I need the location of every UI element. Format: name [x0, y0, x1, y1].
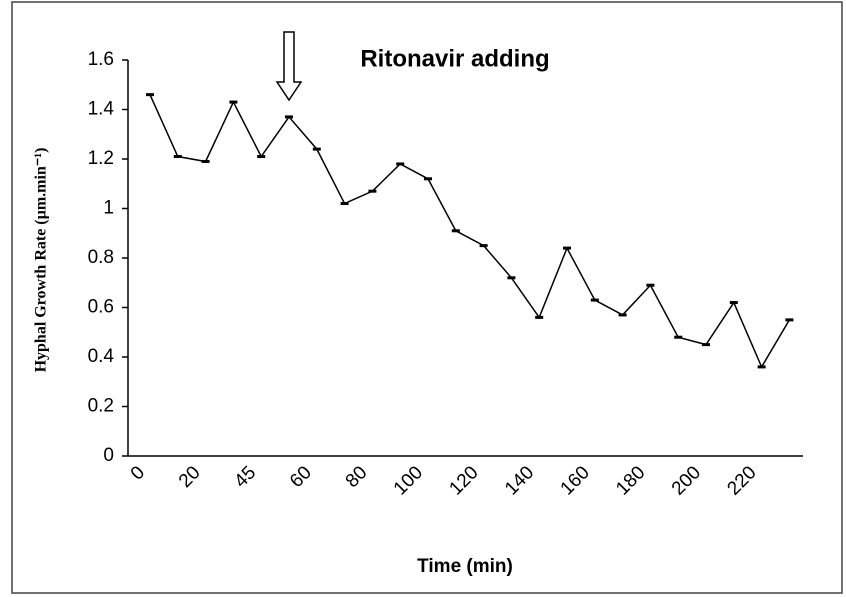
point-marker: [618, 313, 627, 317]
y-tick-label: 1.4: [88, 99, 115, 120]
x-tick-label: 180: [612, 462, 649, 499]
x-tick-label: 140: [501, 462, 538, 499]
point-marker: [479, 244, 488, 248]
x-tick-label: 60: [286, 462, 316, 492]
y-tick-label: 0: [103, 445, 114, 466]
point-marker: [229, 100, 238, 104]
x-tick-label: 45: [230, 462, 260, 492]
point-marker: [646, 283, 655, 287]
x-tick-label: 100: [390, 462, 427, 499]
point-marker: [729, 301, 738, 305]
point-marker: [146, 93, 154, 97]
y-tick-label: 1.6: [88, 49, 114, 70]
point-marker: [674, 335, 683, 339]
y-tick-label: 1: [103, 198, 114, 219]
point-marker: [173, 155, 182, 159]
point-marker: [257, 155, 266, 159]
annotation-arrow: [275, 31, 303, 102]
annotation: Ritonavir adding: [360, 45, 549, 72]
point-marker: [757, 365, 766, 369]
y-tick-label: 1.2: [88, 148, 114, 169]
point-marker: [312, 147, 321, 151]
point-marker: [563, 246, 571, 250]
frame: [11, 1, 843, 594]
point-marker: [285, 115, 293, 119]
point-marker: [535, 315, 544, 319]
point-marker: [590, 298, 599, 302]
point-marker: [785, 318, 794, 322]
point-marker: [451, 229, 460, 233]
y-tick-label: 0.2: [88, 396, 114, 417]
point-marker: [424, 177, 432, 181]
point-marker: [368, 189, 377, 193]
point-marker: [340, 202, 349, 206]
y-tick-label: 0.6: [88, 297, 114, 318]
x-tick-label: 80: [342, 462, 372, 492]
y-tick-label: 0.4: [88, 346, 115, 367]
line: [149, 94, 791, 369]
x-tick-label: 200: [668, 462, 705, 499]
x-tick-label: 0: [127, 462, 149, 484]
x-axis-label: Time (min): [417, 556, 513, 577]
point-marker: [201, 159, 210, 163]
y-axis-label: Hyphal Growth Rate (µm.min⁻¹): [33, 148, 50, 373]
x-tick-label: 120: [445, 462, 482, 499]
y-tick-label: 0.8: [88, 247, 114, 268]
point-marker: [507, 276, 516, 280]
point-marker: [396, 162, 405, 166]
x-tick-label: 20: [175, 462, 205, 492]
x-tick-label: 220: [723, 462, 760, 499]
point-marker: [702, 343, 710, 347]
x-tick-label: 160: [557, 462, 594, 499]
